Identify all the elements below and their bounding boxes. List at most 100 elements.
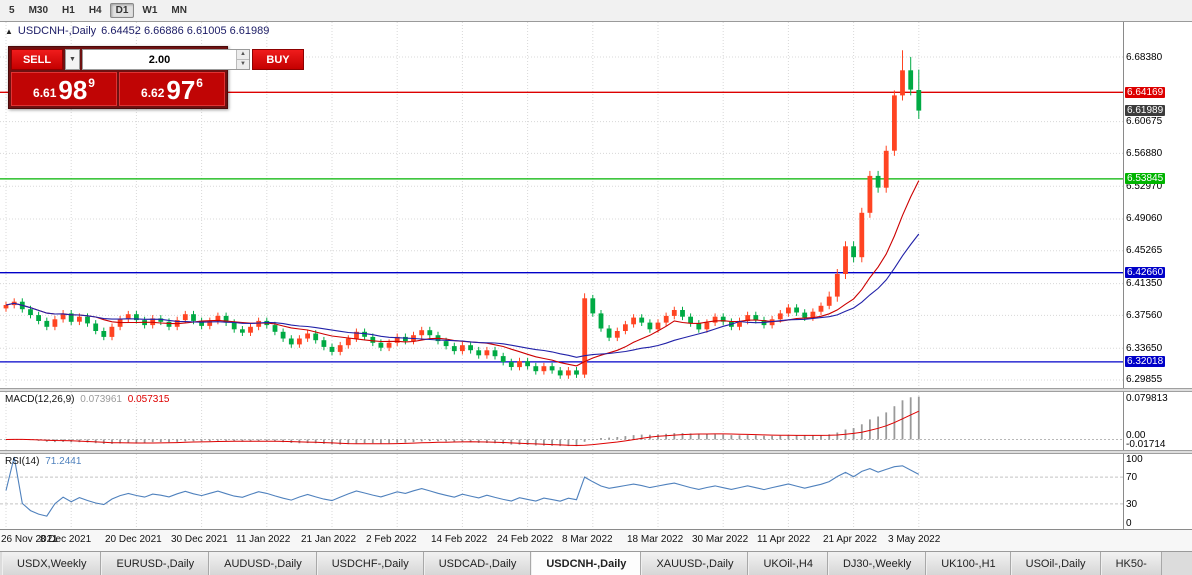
macd-name: MACD(12,26,9) [5,394,75,405]
price-axis-label: 6.45265 [1126,245,1163,256]
rsi-axis-label: 70 [1126,472,1138,483]
price-axis-label: 6.68380 [1126,52,1163,63]
volume-up-icon[interactable]: ▲ [237,50,249,59]
timeframe-button-h1[interactable]: H1 [62,5,75,16]
macd-main-value: 0.073961 [80,394,122,405]
macd-signal-value: 0.057315 [127,394,170,405]
timeframe-button-5[interactable]: 5 [9,5,15,16]
rsi-pane: RSI(14) 71.2441 100 70 30 0 [0,454,1192,529]
price-axis-label: 6.56880 [1126,148,1163,159]
rsi-name: RSI(14) [5,456,40,467]
macd-axis-label: 0.00 [1126,430,1146,442]
main-chart[interactable]: ▲ USDCNH-,Daily 6.64452 6.66886 6.61005 … [0,22,1124,388]
sell-price-sup: 9 [88,76,95,90]
rsi-chart[interactable]: RSI(14) 71.2441 [0,454,1124,529]
time-axis-label: 8 Dec 2021 [40,534,92,545]
price-axis-tag-line-blue: 6.32018 [1125,356,1166,367]
time-axis-label: 18 Mar 2022 [627,534,684,545]
rsi-axis-label: 30 [1126,499,1138,510]
volume-spinner[interactable]: ▲ ▼ [236,50,249,69]
rsi-axis: 100 70 30 0 [1124,454,1191,529]
chart-tab-1[interactable]: EURUSD-,Daily [101,552,210,575]
volume-input[interactable] [83,50,236,69]
chart-tab-10[interactable]: USOil-,Daily [1010,552,1101,575]
timeframe-button-mn[interactable]: MN [171,5,187,16]
macd-pane: MACD(12,26,9) 0.073961 0.057315 0.079813… [0,392,1192,450]
macd-axis: 0.079813 0.00 -0.01714 [1124,392,1191,450]
main-chart-pane: ▲ USDCNH-,Daily 6.64452 6.66886 6.61005 … [0,22,1192,388]
price-axis-tag-current: 6.61989 [1125,105,1166,116]
time-axis-label: 26 Nov 2021 [1,534,58,545]
pane-splitter[interactable] [0,450,1192,454]
trade-panel-controls: SELL ▼ ▲ ▼ BUY [11,49,304,70]
timeframe-button-w1[interactable]: W1 [142,5,158,16]
time-axis-label: 30 Dec 2021 [171,534,228,545]
sell-button[interactable]: SELL [11,49,63,70]
price-axis-label: 6.33650 [1126,343,1163,354]
sell-price-small: 6.61 [33,86,57,100]
timeframe-toolbar: 5 M30 H1 H4 D1 W1 MN [0,0,1192,22]
timeframe-button-d1[interactable]: D1 [109,3,135,18]
volume-down-icon[interactable]: ▼ [237,59,249,69]
chart-tab-3[interactable]: USDCHF-,Daily [316,552,424,575]
price-axis-label: 6.29855 [1126,374,1163,385]
macd-label: MACD(12,26,9) 0.073961 0.057315 [5,394,172,405]
volume-field-wrap: ▲ ▼ [82,49,250,70]
price-axis-tag-line-blue: 6.42660 [1125,267,1166,278]
timeframe-button-m30[interactable]: M30 [28,5,49,16]
price-axis-tag-line-red: 6.64169 [1125,87,1166,98]
timeframe-button-h4[interactable]: H4 [88,5,102,16]
one-click-trade-panel: SELL ▼ ▲ ▼ BUY 6.61 98 9 [8,46,304,109]
chart-tab-0[interactable]: USDX,Weekly [2,552,102,575]
rsi-svg [0,454,1123,529]
time-axis-label: 11 Apr 2022 [757,534,811,545]
price-axis[interactable]: 6.68380 6.64169 6.61989 6.60675 6.56880 6.538… [1124,22,1191,388]
price-axis-label: 6.49060 [1126,213,1163,224]
rsi-axis-label: 100 [1126,454,1143,465]
macd-axis-label: -0.01714 [1126,439,1166,450]
time-axis-label: 3 May 2022 [888,534,941,545]
time-axis-label: 11 Jan 2022 [236,534,291,545]
time-axis-label: 21 Apr 2022 [823,534,877,545]
candlestick-chart-svg [0,22,1123,388]
price-axis-label: 6.60675 [1126,116,1163,127]
chart-tab-bar: USDX,Weekly EURUSD-,Daily AUDUSD-,Daily USD… [0,551,1192,575]
time-axis-label: 30 Mar 2022 [692,534,749,545]
ohlc-values: 6.64452 6.66886 6.61005 6.61989 [101,25,270,37]
chart-tab-6[interactable]: XAUUSD-,Daily [641,552,749,575]
chart-tab-5[interactable]: USDCNH-,Daily [531,552,642,575]
time-axis-label: 21 Jan 2022 [301,534,357,545]
chart-tab-2[interactable]: AUDUSD-,Daily [209,552,317,575]
price-axis-tag-line-green: 6.53845 [1125,173,1166,184]
sell-price-big: 98 [58,75,88,105]
rsi-label: RSI(14) 71.2441 [5,456,84,467]
chart-tab-11[interactable]: HK50- [1100,552,1162,575]
macd-svg [0,392,1123,450]
macd-chart[interactable]: MACD(12,26,9) 0.073961 0.057315 [0,392,1124,450]
time-axis-label: 14 Feb 2022 [431,534,488,545]
symbol-name: USDCNH-,Daily [17,25,97,37]
time-axis-label: 20 Dec 2021 [105,534,162,545]
price-axis-label: 6.52970 [1126,181,1163,192]
pane-splitter[interactable] [0,388,1192,392]
chart-tab-9[interactable]: UK100-,H1 [926,552,1011,575]
time-axis-label: 8 Mar 2022 [562,534,613,545]
buy-button[interactable]: BUY [252,49,304,70]
trade-panel-prices: 6.61 98 9 6.62 97 6 [11,72,225,106]
sell-price-display[interactable]: 6.61 98 9 [11,72,117,106]
buy-price-sup: 6 [196,76,203,90]
macd-axis-label: 0.079813 [1126,393,1168,404]
chart-tab-4[interactable]: USDCAD-,Daily [423,552,532,575]
time-axis[interactable]: 26 Nov 2021 8 Dec 2021 20 Dec 2021 30 Dec 2… [0,529,1192,551]
time-axis-label: 2 Feb 2022 [366,534,417,545]
chart-tab-7[interactable]: UKOil-,H4 [748,552,828,575]
one-click-toggle-icon[interactable]: ▲ [5,26,13,36]
buy-price-big: 97 [166,75,196,105]
buy-price-display[interactable]: 6.62 97 6 [119,72,225,106]
rsi-axis-label: 0 [1126,518,1132,529]
rsi-value: 71.2441 [45,456,82,467]
volume-dropdown-icon[interactable]: ▼ [65,49,80,70]
chart-tab-8[interactable]: DJ30-,Weekly [827,552,927,575]
price-axis-label: 6.37560 [1126,310,1163,321]
